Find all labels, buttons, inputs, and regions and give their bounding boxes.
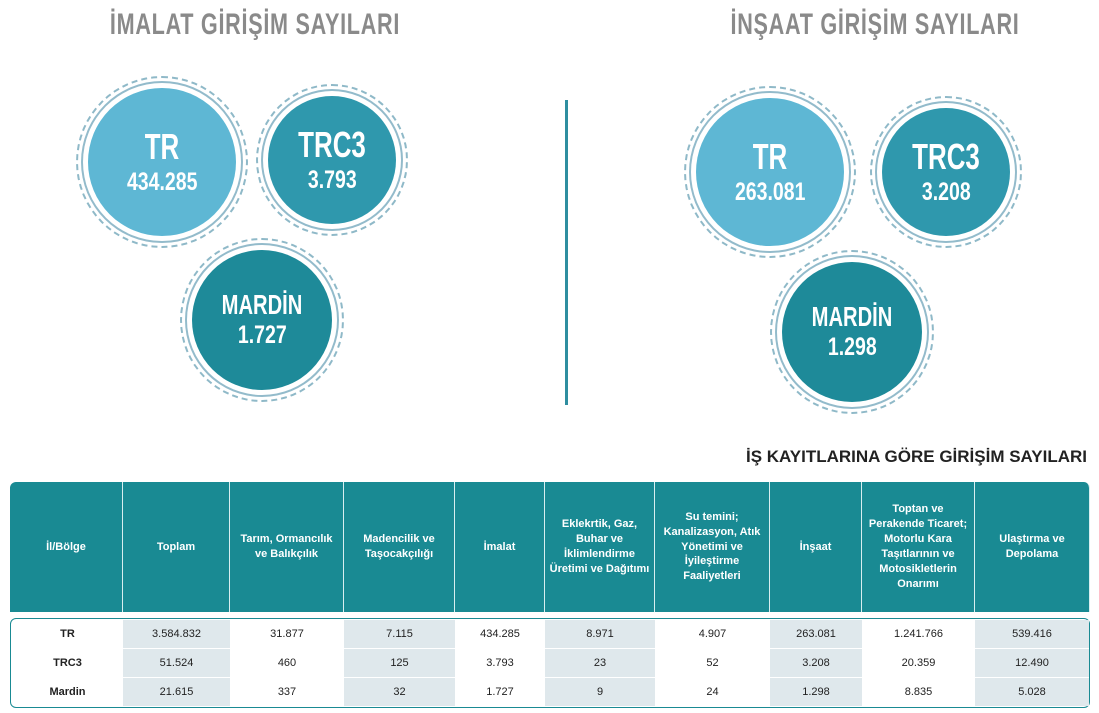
table-cell: 263.081 <box>770 620 862 648</box>
table-cell: 8.835 <box>904 686 933 698</box>
table-cell: 24 <box>706 686 719 698</box>
table-header-cell: Toptan ve Perakende Ticaret; Motorlu Kar… <box>862 482 975 612</box>
table-cell: 4.907 <box>698 628 727 640</box>
table-cell: 434.285 <box>480 628 520 640</box>
table-cell: Mardin <box>49 686 86 698</box>
stat-circle: MARDİN 1.727 <box>180 238 344 402</box>
circle-value: 263.081 <box>734 177 806 206</box>
circle-label: TRC3 <box>912 136 980 178</box>
table-cell: 8.971 <box>545 620 655 648</box>
stat-circle: TR 263.081 <box>684 86 856 258</box>
section-title: İMALAT GİRİŞİM SAYILARI <box>109 8 401 41</box>
table-header-cell: İnşaat <box>770 482 862 612</box>
table-cell: 125 <box>344 649 455 677</box>
table-cell: TR <box>60 628 75 640</box>
table-cell: 12.490 <box>975 649 1089 677</box>
table-cell: 7.115 <box>344 620 455 648</box>
table-cell: 52 <box>706 657 719 669</box>
circle-value: 3.208 <box>921 177 971 206</box>
table-header-cell: İl/Bölge <box>10 482 123 612</box>
circle-label: TRC3 <box>298 124 366 166</box>
stat-circle: TR 434.285 <box>76 76 248 248</box>
table-cell: 3.793 <box>486 657 514 669</box>
table-header-cell: Toplam <box>123 482 230 612</box>
circle-label: TR <box>752 136 788 178</box>
circle-label: MARDİN <box>811 300 893 332</box>
table-header-cell: Tarım, Ormancılık ve Balıkçılık <box>230 482 344 612</box>
table-cell: 9 <box>545 678 655 706</box>
table-header-cell: Eklekrtik, Gaz, Buhar ve İklimlendirme Ü… <box>545 482 655 612</box>
table-cell: 1.298 <box>770 678 862 706</box>
stat-circle: TRC3 3.208 <box>870 96 1022 248</box>
circle-value: 3.793 <box>307 165 357 194</box>
table-cell: 5.028 <box>975 678 1089 706</box>
circle-label: TR <box>144 126 180 168</box>
table-cell: 20.359 <box>901 657 936 669</box>
table-cell: 337 <box>277 686 297 698</box>
table-cell: 31.877 <box>270 628 304 640</box>
table-cell: 1.727 <box>486 686 514 698</box>
table-header-cell: Madencilik ve Taşocakçılığı <box>344 482 455 612</box>
table-cell: 3.208 <box>770 649 862 677</box>
section-title: İNŞAAT GİRİŞİM SAYILARI <box>730 8 1020 41</box>
table-cell: 539.416 <box>975 620 1089 648</box>
circle-value: 1.298 <box>827 333 877 362</box>
table-cell: TRC3 <box>53 657 82 669</box>
table-cell: 23 <box>545 649 655 677</box>
table-cell: 21.615 <box>123 678 230 706</box>
table-header-cell: Ulaştırma ve Depolama <box>975 482 1090 612</box>
table-header-cell: İmalat <box>455 482 545 612</box>
table-cell: 51.524 <box>123 649 230 677</box>
table-body-frame <box>10 618 1090 708</box>
table-cell: 460 <box>277 657 297 669</box>
circle-value: 434.285 <box>126 167 198 196</box>
divider <box>565 100 568 405</box>
circle-label: MARDİN <box>221 288 303 320</box>
table-cell: 3.584.832 <box>123 620 230 648</box>
table-cell: 32 <box>344 678 455 706</box>
stat-circle: MARDİN 1.298 <box>770 250 934 414</box>
circle-value: 1.727 <box>237 321 287 350</box>
stat-circle: TRC3 3.793 <box>256 84 408 236</box>
table-header-cell: Su temini; Kanalizasyon, Atık Yönetimi v… <box>655 482 770 612</box>
table-cell: 1.241.766 <box>894 628 943 640</box>
table-title: İŞ KAYITLARINA GÖRE GİRİŞİM SAYILARI <box>746 447 1087 466</box>
